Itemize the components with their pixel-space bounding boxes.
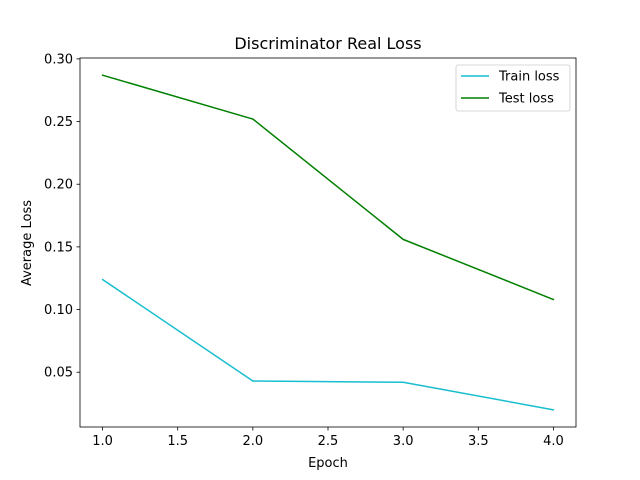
data-point-1-1: [101, 278, 104, 281]
y-tick-label: 0.20: [44, 178, 73, 193]
chart-title: Discriminator Real Loss: [234, 34, 421, 53]
y-tick-label: 0.25: [44, 115, 73, 130]
y-axis-label: Average Loss: [20, 200, 35, 286]
x-tick-label: 3.5: [468, 434, 489, 449]
y-tick-label: 0.15: [44, 240, 73, 255]
series-line-2: [102, 74, 554, 301]
plot-area: [79, 57, 577, 428]
y-tick-label: 0.30: [44, 52, 73, 67]
axis-ticks: 1.0 1.5 2.0 2.5 3.0 3.5 4.0 0.05 0.10 0.15 0.20 0.2…: [44, 52, 564, 449]
x-tick-label: 2.5: [318, 434, 339, 449]
x-tick-label: 2.0: [243, 434, 264, 449]
x-axis-label: Epoch: [308, 456, 348, 471]
series-line-1: [102, 278, 554, 411]
data-point-1-2: [252, 380, 254, 382]
data-point-1-4: [552, 409, 555, 411]
x-tick-label: 1.5: [167, 434, 188, 449]
legend: Train loss Test loss: [455, 64, 571, 112]
data-point-2-3: [402, 238, 404, 241]
x-tick-label: 1.0: [92, 434, 113, 449]
data-point-2-1: [101, 74, 104, 76]
y-tick-label: 0.10: [44, 303, 73, 318]
legend-label-2: Test loss: [498, 92, 554, 107]
legend-label-1: Train loss: [498, 70, 560, 85]
y-tick-label: 0.05: [44, 366, 73, 381]
x-tick-label: 4.0: [543, 434, 564, 449]
x-tick-label: 3.0: [393, 434, 414, 449]
plot-frame: [79, 57, 577, 428]
data-point-2-2: [252, 118, 254, 120]
data-point-2-4: [552, 298, 555, 301]
data-point-1-3: [402, 381, 404, 384]
